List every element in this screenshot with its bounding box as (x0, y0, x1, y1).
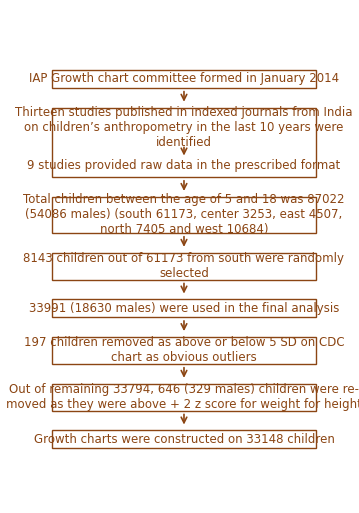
FancyBboxPatch shape (52, 300, 316, 317)
Text: Out of remaining 33794, 646 (329 males) children were re-
moved as they were abo: Out of remaining 33794, 646 (329 males) … (6, 383, 359, 411)
Text: IAP Growth chart committee formed in January 2014: IAP Growth chart committee formed in Jan… (29, 72, 339, 85)
FancyBboxPatch shape (52, 70, 316, 88)
FancyBboxPatch shape (52, 384, 316, 410)
FancyBboxPatch shape (52, 430, 316, 448)
Text: 8143 children out of 61173 from south were randomly
selected: 8143 children out of 61173 from south we… (23, 252, 345, 280)
Text: Thirteen studies published in indexed journals from India
on children’s anthropo: Thirteen studies published in indexed jo… (15, 106, 353, 149)
FancyBboxPatch shape (52, 337, 316, 364)
FancyBboxPatch shape (52, 108, 316, 177)
Text: 197 children removed as above or below 5 SD on CDC
chart as obvious outliers: 197 children removed as above or below 5… (24, 337, 344, 364)
FancyBboxPatch shape (52, 253, 316, 280)
Text: Total children between the age of 5 and 18 was 87022
(54086 males) (south 61173,: Total children between the age of 5 and … (23, 193, 345, 236)
Text: 9 studies provided raw data in the prescribed format: 9 studies provided raw data in the presc… (27, 160, 341, 172)
FancyBboxPatch shape (52, 197, 316, 233)
Text: Growth charts were constructed on 33148 children: Growth charts were constructed on 33148 … (33, 433, 335, 446)
Text: 33991 (18630 males) were used in the final analysis: 33991 (18630 males) were used in the fin… (29, 302, 339, 315)
